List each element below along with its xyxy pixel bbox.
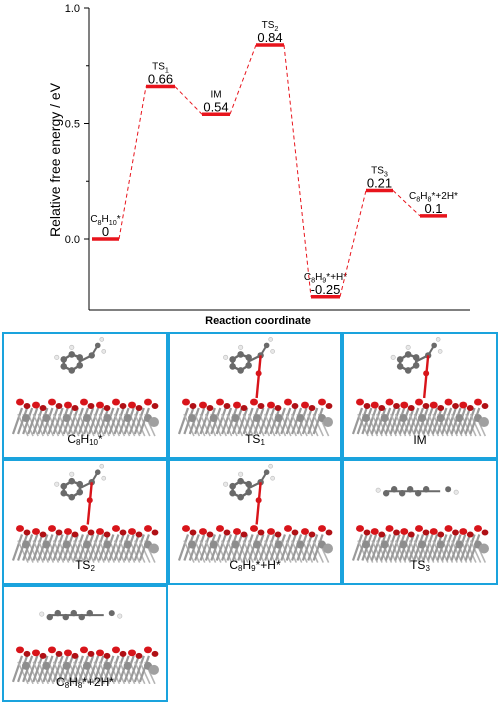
structure-image <box>351 486 489 563</box>
adsorbate-molecule <box>223 337 275 399</box>
energy-value-label: 0.66 <box>148 72 173 87</box>
energy-value-label: 0 <box>102 224 109 239</box>
panel-caption: TS3 <box>410 558 430 573</box>
panel-caption: C8H10* <box>67 432 103 447</box>
energy-value-label: -0.25 <box>311 282 341 297</box>
state-name-label: C8H9*+H* <box>304 272 347 285</box>
surface-slab <box>351 398 489 437</box>
structure-image <box>11 609 159 685</box>
adsorbate-molecule <box>54 463 107 525</box>
state-name-label: TS1 <box>152 62 169 75</box>
structure-panel: TS1 <box>168 332 342 459</box>
structure-panel: TS2 <box>2 459 168 585</box>
surface-slab <box>11 646 159 685</box>
surface-slab <box>11 398 159 437</box>
connector-line <box>229 44 257 115</box>
connector-line <box>392 190 421 217</box>
y-tick-label: 0.0 <box>65 234 80 246</box>
surface-slab <box>177 525 333 563</box>
state-name-label: TS2 <box>262 20 279 33</box>
structure-image <box>11 463 159 563</box>
surface-slab <box>11 525 159 563</box>
x-axis-label: Reaction coordinate <box>205 315 311 327</box>
energy-value-label: 0.1 <box>424 201 442 216</box>
adsorbate-molecule <box>54 337 107 374</box>
structure-panel: C8H8*+2H* <box>2 585 168 702</box>
connector-line <box>283 44 312 297</box>
structure-image <box>351 337 489 437</box>
panel-caption: IM <box>413 433 427 447</box>
connector-line <box>118 86 147 240</box>
surface-slab <box>351 525 489 563</box>
adsorbate-molecule <box>223 463 275 525</box>
structure-panel: C8H9*+H* <box>168 459 342 585</box>
structure-panel: IM <box>342 332 498 459</box>
state-name-label: C8H10* <box>90 214 120 227</box>
panel-caption: C8H8*+2H* <box>56 675 114 690</box>
state-name-label: TS3 <box>371 165 388 178</box>
y-axis-label: Relative free energy / eV <box>47 82 63 237</box>
structure-panel: C8H10* <box>2 332 168 459</box>
structure-image <box>11 337 159 437</box>
surface-slab <box>177 398 333 437</box>
adsorbate-molecule <box>39 609 123 621</box>
structure-panel: TS3 <box>342 459 498 585</box>
panel-caption: TS1 <box>245 432 265 447</box>
y-tick-label: 0.5 <box>65 119 80 131</box>
structure-image <box>177 463 333 563</box>
connector-line <box>174 86 203 115</box>
connector-line <box>339 190 367 297</box>
adsorbate-molecule <box>390 337 443 399</box>
structure-image <box>177 337 333 437</box>
energy-value-label: 0.54 <box>203 99 228 114</box>
state-name-label: IM <box>210 89 221 100</box>
y-tick-label: 1.0 <box>65 3 80 15</box>
energy-value-label: 0.84 <box>257 30 282 45</box>
panel-caption: TS2 <box>75 558 95 573</box>
adsorbate-molecule <box>375 486 459 497</box>
energy-value-label: 0.21 <box>367 175 392 190</box>
state-name-label: C8H8*+2H* <box>409 191 458 204</box>
panel-caption: C8H9*+H* <box>229 558 281 573</box>
